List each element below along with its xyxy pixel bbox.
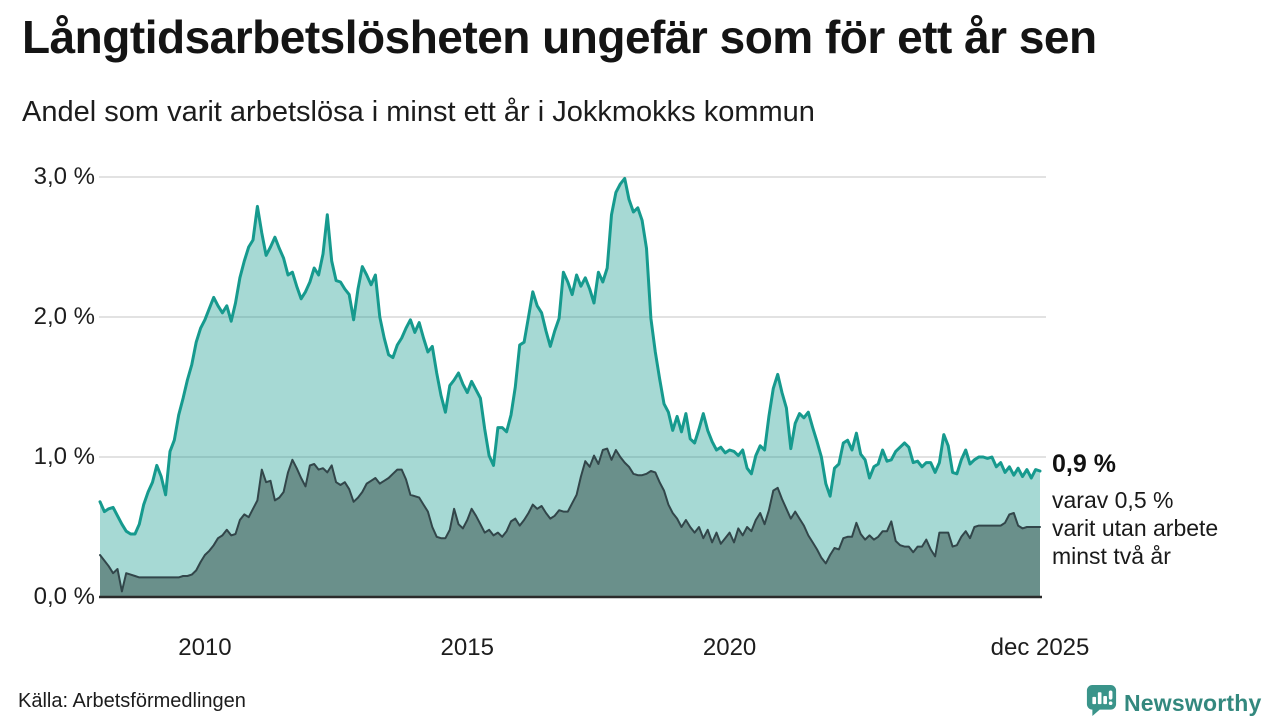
series-area-2 [100, 448, 1040, 597]
newsworthy-branding: Newsworthy [1086, 684, 1261, 722]
annotation-line-3: minst två år [1052, 543, 1171, 569]
newsworthy-logo-icon [1086, 684, 1117, 722]
series-line-1 [98, 176, 1042, 536]
y-axis-label: 2,0 % [33, 303, 95, 330]
y-axis-label: 3,0 % [33, 163, 95, 190]
source-credit: Källa: Arbetsförmedlingen [18, 690, 246, 712]
x-axis-label: 2020 [702, 634, 757, 661]
x-axis-label: 2015 [440, 634, 494, 661]
series-line-2 [99, 447, 1041, 593]
y-axis-label: 0,0 % [33, 583, 95, 610]
annotation-line-2: varit utan arbete [1052, 515, 1219, 541]
x-axis-label: 2010 [178, 634, 232, 661]
page-title: Långtidsarbetslösheten ungefär som för e… [22, 11, 1097, 63]
end-value-annotation: 0,9 % varav 0,5 % varit utan arbete mins… [1052, 450, 1272, 570]
latest-value-label: 0,9 % [1052, 450, 1116, 478]
chart-subtitle: Andel som varit arbetslösa i minst ett å… [22, 96, 815, 128]
newsworthy-wordmark: Newsworthy [1124, 689, 1262, 716]
annotation-line-1: varav 0,5 % [1052, 487, 1174, 513]
y-axis-label: 1,0 % [33, 443, 95, 470]
x-axis-label: dec 2025 [990, 634, 1090, 661]
